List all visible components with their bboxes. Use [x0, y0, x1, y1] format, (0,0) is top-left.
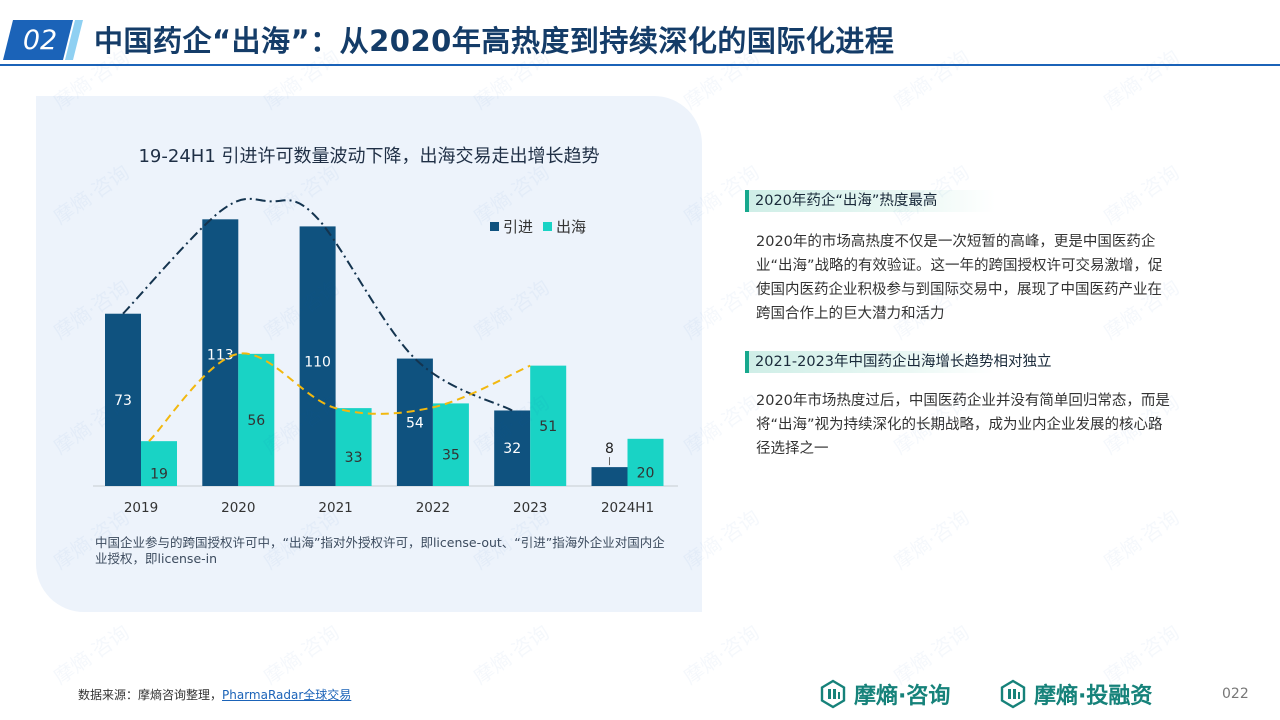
data-label-export: 51: [539, 419, 557, 435]
data-source-label: 数据来源：摩熵咨询整理，: [78, 688, 223, 702]
bar-export: [627, 438, 664, 486]
bar-export: [335, 408, 372, 486]
trend-line-import: [122, 197, 513, 412]
bar-export: [530, 365, 567, 486]
data-label-export: 19: [150, 467, 168, 483]
legend-swatch-export: [543, 222, 553, 231]
data-label-import: 54: [406, 415, 424, 431]
data-label-import: 73: [114, 393, 132, 409]
section-number: 02: [22, 25, 58, 56]
watermark-text: 摩熵·咨询: [1099, 505, 1184, 574]
bar-import: [105, 313, 141, 486]
x-tick-label: 2024H1: [601, 500, 654, 516]
brand-consulting-text: 摩熵·咨询: [854, 684, 951, 709]
watermark-text: 摩熵·咨询: [469, 620, 554, 689]
data-label-export: 33: [345, 450, 363, 466]
data-label-export: 20: [637, 465, 655, 481]
legend-label-export: 出海: [556, 218, 587, 236]
data-label-import: 113: [207, 347, 234, 363]
x-tick-label: 2021: [318, 500, 352, 516]
page-number: 022: [1222, 686, 1249, 702]
data-label-import: 110: [304, 354, 331, 370]
bar-export: [432, 403, 469, 486]
watermark-text: 摩熵·咨询: [679, 620, 764, 689]
watermark-text: 摩熵·咨询: [49, 620, 134, 689]
legend-label-import: 引进: [503, 218, 534, 236]
brand-investment-logo: 摩熵·投融资: [998, 676, 1152, 712]
bar-import: [299, 226, 336, 486]
chart-title: 19-24H1 引进许可数量波动下降，出海交易走出增长趋势: [138, 146, 600, 167]
x-tick-label: 2020: [221, 500, 255, 516]
watermark-text: 摩熵·咨询: [1099, 160, 1184, 229]
brand-logo-icon: [1000, 679, 1026, 709]
brand-investment-text: 摩熵·投融资: [1034, 684, 1153, 709]
watermark-text: 摩熵·咨询: [889, 505, 974, 574]
brand-consulting-logo: 摩熵·咨询: [818, 676, 950, 712]
bar-import: [396, 358, 433, 486]
chart-footnote: 中国企业参与的跨国授权许可中，“出海”指对外授权许可，即license-out、…: [95, 535, 665, 566]
x-tick-label: 2023: [513, 500, 547, 516]
data-label-export: 56: [247, 413, 265, 429]
bar-export: [238, 353, 275, 486]
section-body-2021-2023: 2020年市场热度过后，中国医药企业并没有简单回归常态，而是将“出海”视为持续深…: [756, 393, 1170, 457]
bar-export: [141, 441, 177, 486]
x-tick-label: 2019: [124, 500, 158, 516]
x-tick-label: 2022: [416, 500, 450, 516]
data-label-import: 32: [503, 441, 521, 457]
bar-import: [202, 219, 239, 486]
section-heading-2021-2023: 2021-2023年中国药企出海增长趋势相对独立: [745, 351, 1052, 373]
legend-item-import: 引进: [490, 216, 533, 237]
legend-swatch-import: [490, 222, 499, 231]
legend-item-export: 出海: [543, 216, 586, 237]
watermark-text: 摩熵·咨询: [259, 620, 344, 689]
data-label-import: 8: [605, 441, 614, 457]
data-source-link[interactable]: PharmaRadar全球交易: [222, 688, 352, 702]
section-body-2020: 2020年的市场高热度不仅是一次短暂的高峰，更是中国医药企业“出海”战略的有效验…: [756, 234, 1163, 322]
data-source: 数据来源：摩熵咨询整理，PharmaRadar全球交易: [78, 686, 351, 703]
bar-import: [494, 410, 531, 486]
page-header: 02 中国药企“出海”：从2020年高热度到持续深化的国际化进程: [0, 0, 1280, 66]
brand-logo-icon: [820, 679, 846, 709]
header-divider: [0, 64, 1280, 66]
bar-import: [591, 467, 628, 486]
trend-line-export: [148, 352, 531, 442]
page-title: 中国药企“出海”：从2020年高热度到持续深化的国际化进程: [94, 24, 895, 58]
chart-panel: [36, 96, 702, 612]
section-heading-2020: 2020年药企“出海”热度最高: [745, 190, 995, 212]
bar-chart: 73 19 2019 113 56 2020 110 33 2021 54 35 2022 32 51 20…: [93, 197, 678, 516]
data-label-export: 35: [442, 448, 460, 464]
chart-legend: 引进 出海: [490, 216, 596, 237]
